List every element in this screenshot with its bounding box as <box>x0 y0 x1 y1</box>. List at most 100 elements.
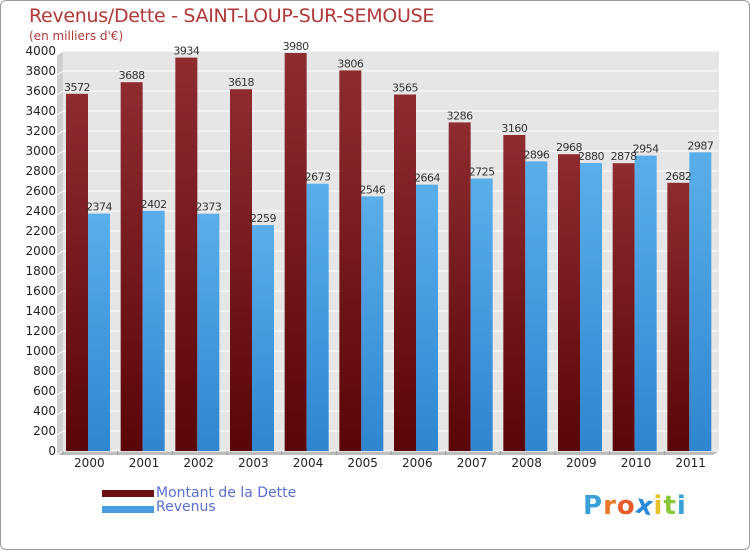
data-label-revenus: 2725 <box>469 166 495 179</box>
data-label-debt: 3806 <box>337 57 363 70</box>
y-tick-label: 2000 <box>25 244 56 258</box>
gridline-wall <box>56 50 64 56</box>
y-tick-label: 800 <box>33 364 56 378</box>
x-tick-label: 2003 <box>238 456 269 470</box>
bar-debt <box>667 182 690 452</box>
gridline-wall <box>56 410 64 416</box>
bar-debt <box>612 163 635 451</box>
y-tick-label: 1000 <box>25 344 56 358</box>
y-tick-label: 4000 <box>25 44 56 58</box>
bar-revenus <box>361 196 384 451</box>
gridline-wall <box>56 170 64 176</box>
data-label-revenus: 2987 <box>687 139 713 152</box>
gridline-wall <box>56 270 64 276</box>
gridline-wall <box>56 230 64 236</box>
gridline-wall <box>56 310 64 316</box>
bar-revenus <box>689 152 712 452</box>
y-tick-label: 3400 <box>25 104 56 118</box>
bar-revenus <box>416 184 438 451</box>
bar-debt <box>230 89 252 451</box>
legend-swatch-debt <box>102 490 154 497</box>
bar-debt <box>558 154 580 451</box>
bar-revenus <box>252 225 274 451</box>
x-tick-label: 2010 <box>621 456 652 470</box>
x-tick-label: 2011 <box>675 456 706 470</box>
bar-revenus <box>197 213 220 451</box>
bar-revenus <box>634 155 657 451</box>
bar-debt <box>394 94 416 451</box>
y-tick-label: 600 <box>33 384 56 398</box>
gridline-wall <box>56 110 64 116</box>
gridline-wall <box>56 130 64 136</box>
chart-title: Revenus/Dette - SAINT-LOUP-SUR-SEMOUSE <box>29 5 435 27</box>
data-label-revenus: 2954 <box>633 143 659 156</box>
data-label-revenus: 2546 <box>359 183 385 196</box>
logo-letter: i <box>676 491 687 521</box>
bar-debt <box>66 93 88 452</box>
bar-debt <box>284 53 307 451</box>
data-label-debt: 3688 <box>119 69 145 82</box>
gridline-wall <box>56 290 64 296</box>
bar-revenus <box>88 213 110 451</box>
legend-swatch-revenus <box>102 506 154 513</box>
gridline-wall <box>56 70 64 76</box>
y-tick-label: 3200 <box>25 124 56 138</box>
gridline-wall <box>56 450 64 456</box>
bar-debt <box>339 70 362 452</box>
data-label-debt: 3572 <box>64 81 90 94</box>
x-tick-label: 2001 <box>129 456 160 470</box>
bar-debt <box>120 82 143 451</box>
y-tick-label: 2400 <box>25 204 56 218</box>
unit-label: (en milliers d'€) <box>29 29 124 43</box>
y-tick-label: 1800 <box>25 264 56 278</box>
proxiti-logo: Proxiti <box>583 489 687 522</box>
logo-letter: t <box>663 491 677 521</box>
x-tick-label: 2006 <box>402 456 433 470</box>
bar-revenus <box>525 161 548 451</box>
data-label-debt: 3160 <box>501 122 527 135</box>
y-tick-label: 200 <box>33 424 56 438</box>
logo-letter: r <box>603 491 617 521</box>
y-tick-label: 1400 <box>25 304 56 318</box>
bar-revenus <box>580 163 602 451</box>
bars <box>66 53 712 452</box>
bar-debt <box>448 122 471 452</box>
gridline-wall <box>56 190 64 196</box>
logo-letter: o <box>616 491 636 521</box>
data-label-revenus: 2373 <box>195 201 221 214</box>
y-tick-label: 1600 <box>25 284 56 298</box>
gridline-wall <box>56 370 64 376</box>
data-label-debt: 3934 <box>173 45 199 58</box>
y-tick-label: 3600 <box>25 84 56 98</box>
bar-debt <box>175 57 198 451</box>
gridline-wall <box>56 430 64 436</box>
x-tick-label: 2009 <box>566 456 597 470</box>
bar-revenus <box>142 210 165 451</box>
data-label-debt: 3565 <box>392 82 418 95</box>
y-tick-label: 2800 <box>25 164 56 178</box>
gridline-wall <box>56 90 64 96</box>
data-label-revenus: 2880 <box>578 150 604 163</box>
data-label-revenus: 2896 <box>523 148 549 161</box>
data-label-debt: 3980 <box>283 40 309 53</box>
y-tick-label: 0 <box>48 444 56 458</box>
logo-letter: i <box>653 491 664 521</box>
x-tick-label: 2005 <box>347 456 378 470</box>
x-axis-ticks: 2000 2001 2002 2003 2004 2005 2006 2007 2008 2009… <box>62 451 706 470</box>
bar-revenus <box>470 178 493 451</box>
bar-revenus <box>306 183 329 451</box>
legend-label-revenus: Revenus <box>156 499 216 515</box>
y-tick-label: 3800 <box>25 64 56 78</box>
data-label-debt: 2682 <box>665 170 691 183</box>
y-axis-ticks: 0 200 400 600 800 1000 1200 1400 1600 1800 2000 220… <box>25 44 56 458</box>
data-label-debt: 2878 <box>611 150 637 163</box>
data-label-revenus: 2259 <box>250 212 276 225</box>
gridline-wall <box>56 250 64 256</box>
data-labels: 3572 2374 3688 2402 3934 2373 3618 2259 3980 2673… <box>64 40 714 225</box>
gridline-wall <box>56 350 64 356</box>
y-tick-label: 400 <box>33 404 56 418</box>
gridline-wall <box>56 150 64 156</box>
data-label-revenus: 2664 <box>414 172 440 185</box>
